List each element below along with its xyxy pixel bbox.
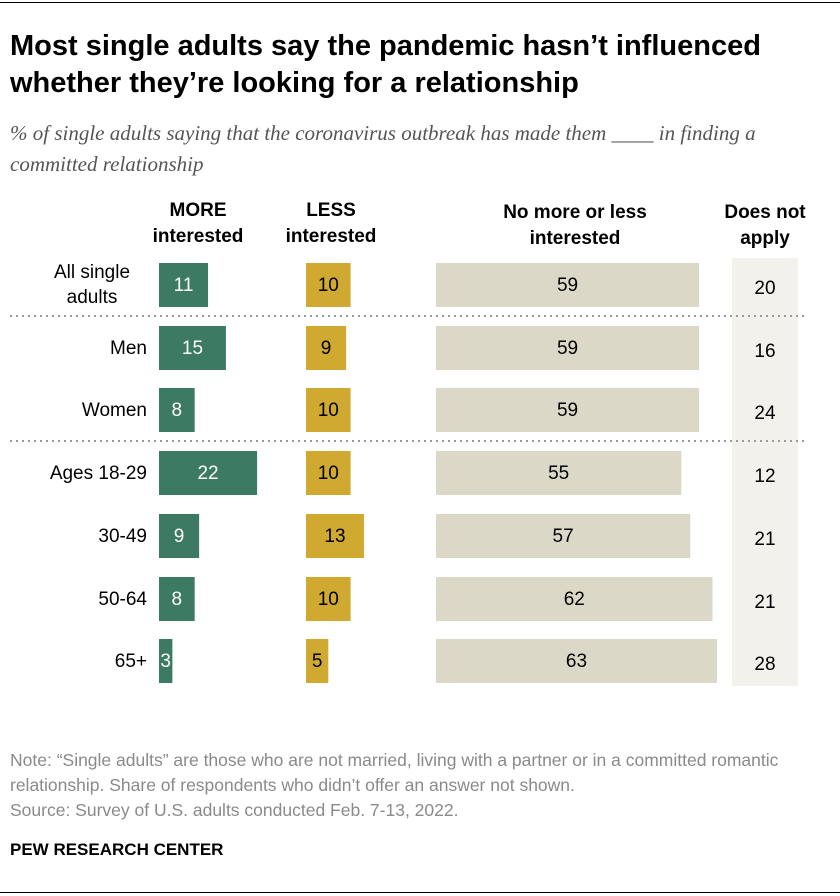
- value-label: 59: [557, 338, 578, 359]
- credit: PEW RESEARCH CENTER: [10, 840, 224, 859]
- category-label: All single adults: [53, 262, 131, 308]
- bottom-rule: [0, 892, 840, 893]
- value-label: 11: [174, 275, 194, 296]
- bar: [306, 451, 351, 495]
- category-label: Women: [81, 399, 147, 421]
- value-label: 10: [318, 275, 339, 296]
- bar: [159, 388, 195, 432]
- value-label: 59: [557, 400, 578, 421]
- bar: [436, 577, 713, 621]
- bar: [306, 514, 364, 558]
- value-label: 8: [172, 589, 183, 610]
- value-label: 15: [182, 338, 203, 359]
- note: Note: “Single adults” are those who are …: [10, 750, 779, 795]
- column-shade: [732, 258, 798, 686]
- value-label: 10: [318, 589, 339, 610]
- bar: [159, 263, 209, 307]
- column-header: No more or less interested: [503, 202, 647, 249]
- column-header: LESS interested: [285, 200, 377, 247]
- column-header: Does not apply: [724, 202, 806, 249]
- bar: [436, 263, 700, 307]
- bar: [159, 326, 226, 370]
- value-label: 55: [548, 463, 569, 484]
- column-header: MORE interested: [152, 200, 244, 247]
- bar: [159, 639, 173, 683]
- value-label: 5: [312, 651, 323, 672]
- bar: [306, 577, 351, 621]
- table-value: 21: [754, 529, 775, 550]
- value-label: 63: [566, 651, 587, 672]
- bar: [306, 388, 351, 432]
- category-label: 30-49: [98, 525, 147, 547]
- bar: [306, 326, 347, 370]
- bar: [159, 451, 258, 495]
- value-label: 10: [318, 463, 339, 484]
- category-label: Men: [110, 337, 147, 359]
- value-label: 10: [318, 400, 339, 421]
- bar: [436, 388, 700, 432]
- value-label: 3: [160, 651, 171, 672]
- table-value: 20: [754, 278, 775, 299]
- table-value: 28: [754, 654, 775, 675]
- category-label: 65+: [114, 650, 147, 672]
- chart: 11 15 8 22 9 8 3 10 9 10 10 13 10 5 59 59 59 55 57 62 63 20 16…: [10, 258, 808, 686]
- value-label: 13: [324, 526, 345, 547]
- table-value: 12: [754, 466, 775, 487]
- chart-title: Most single adults say the pandemic hasn…: [10, 30, 761, 99]
- bar: [159, 577, 195, 621]
- category-label: 50-64: [98, 588, 147, 610]
- value-label: 9: [321, 338, 332, 359]
- bar: [436, 639, 717, 683]
- table-value: 16: [754, 341, 775, 362]
- chart-subtitle: % of single adults saying that the coron…: [10, 121, 756, 176]
- table-value: 24: [754, 403, 776, 424]
- source: Source: Survey of U.S. adults conducted …: [10, 800, 459, 820]
- value-label: 8: [172, 400, 183, 421]
- bar: [306, 639, 329, 683]
- value-label: 57: [553, 526, 574, 547]
- value-label: 59: [557, 275, 578, 296]
- bar: [436, 451, 682, 495]
- value-label: 22: [197, 463, 218, 484]
- table-value: 21: [754, 592, 775, 613]
- bar: [436, 326, 700, 370]
- bar: [159, 514, 200, 558]
- value-label: 9: [174, 526, 185, 547]
- bar: [306, 263, 351, 307]
- value-label: 62: [564, 589, 585, 610]
- category-label: Ages 18-29: [49, 462, 147, 484]
- top-rule: [0, 2, 840, 3]
- bar: [436, 514, 691, 558]
